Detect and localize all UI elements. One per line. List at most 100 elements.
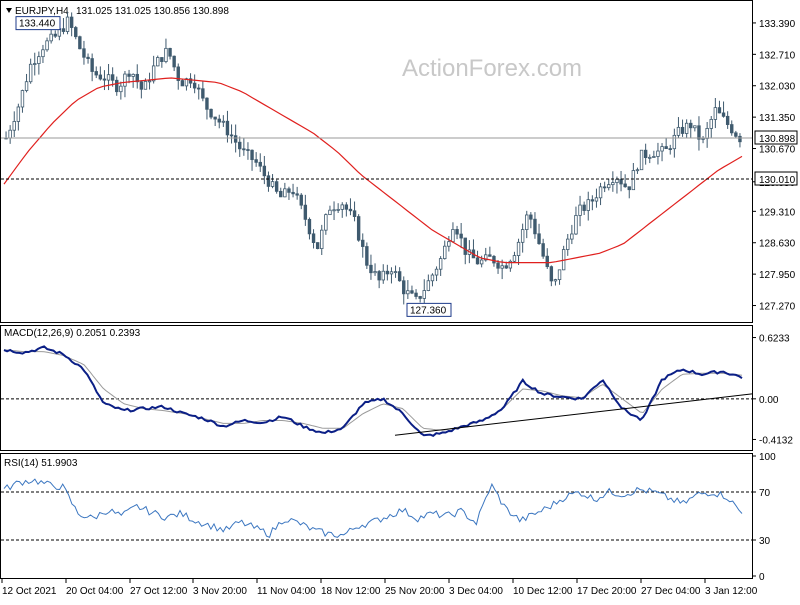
price-axis-label: 132.030	[759, 82, 796, 93]
candle-body	[520, 229, 525, 243]
candle-body	[533, 218, 537, 235]
candle-body	[201, 88, 205, 99]
candle-body	[344, 204, 349, 210]
candle-body	[660, 146, 664, 152]
candle-body	[553, 279, 558, 282]
candle-body	[320, 229, 324, 250]
candle-body	[164, 47, 168, 62]
candle-body	[139, 81, 144, 90]
candle-body	[123, 73, 127, 87]
time-axis-label: 27 Oct 12:00	[130, 586, 188, 597]
candle-body	[246, 149, 250, 151]
candle-body	[242, 148, 246, 151]
symbol-dropdown-icon[interactable]	[6, 8, 12, 13]
candle-body	[217, 118, 221, 123]
reference-level-tag-box	[754, 171, 798, 186]
candle-body	[33, 63, 37, 65]
price-axis-label: 130.670	[759, 145, 796, 156]
candle-body	[393, 271, 398, 274]
candle-body	[414, 292, 418, 297]
candle-body	[602, 186, 607, 189]
candle-body	[516, 241, 521, 256]
candle-body	[12, 121, 16, 131]
rsi-axis-label: 30	[759, 536, 771, 547]
candle-body	[28, 63, 33, 83]
candle-body	[37, 56, 41, 64]
candle-body	[266, 175, 271, 187]
macd-label: MACD(12,26,9) 0.2051 0.2393	[4, 328, 141, 339]
candle-body	[45, 40, 49, 51]
time-axis: 12 Oct 2021 20 Oct 04:00 27 Oct 12:00 3 Nov…	[1, 579, 758, 597]
candle-body	[176, 66, 180, 81]
candle-body	[557, 269, 562, 280]
candle-body	[180, 80, 185, 87]
candle-body	[549, 266, 554, 282]
ohlc-readout: 131.025 131.025 130.856 130.898	[76, 6, 229, 17]
candle-body	[143, 81, 148, 90]
time-axis-label: 10 Dec 12:00	[513, 586, 573, 597]
candle-body	[283, 188, 287, 198]
current-price-tag-label: 130.898	[759, 134, 796, 145]
low-annotation-label: 127.360	[410, 305, 447, 316]
candle-body	[631, 170, 636, 191]
candle-body	[443, 245, 447, 259]
candle-body	[385, 270, 390, 275]
candle-body	[689, 122, 693, 129]
price-axis-label: 128.630	[759, 239, 796, 250]
candle-body	[389, 271, 394, 275]
price-axis-label: 132.710	[759, 50, 796, 61]
candle-body	[725, 115, 730, 125]
candle-body	[361, 239, 365, 247]
candle-body	[69, 16, 74, 28]
candle-body	[205, 97, 209, 110]
candle-body	[705, 128, 709, 139]
candle-body	[270, 181, 275, 187]
candle-body	[279, 190, 283, 198]
candle-body	[307, 218, 312, 235]
candle-body	[147, 80, 152, 83]
candle-body	[86, 56, 90, 59]
candle-body	[24, 81, 29, 91]
candle-body	[299, 194, 303, 206]
candle-body	[209, 108, 213, 118]
candle-body	[668, 148, 672, 151]
candle-body	[422, 290, 426, 299]
candle-body	[578, 204, 582, 216]
candle-body	[451, 229, 455, 243]
candle-body	[192, 82, 197, 89]
candle-body	[664, 146, 668, 150]
candle-body	[701, 138, 705, 140]
candle-body	[98, 74, 103, 80]
time-axis-label: 11 Nov 04:00	[257, 586, 316, 597]
macd-axis-label: -0.4132	[759, 435, 793, 446]
candle-body	[709, 119, 713, 129]
candle-body	[233, 135, 238, 143]
candle-body	[488, 254, 492, 257]
current-price-tag-box	[754, 130, 798, 145]
rsi-label: RSI(14) 51.9903	[4, 458, 78, 469]
candle-body	[229, 134, 234, 137]
time-axis-label: 18 Nov 12:00	[321, 586, 381, 597]
candle-body	[8, 129, 12, 139]
time-axis-label: 3 Jan 12:00	[705, 586, 758, 597]
candle-body	[492, 255, 496, 264]
time-axis-label: 3 Nov 20:00	[193, 586, 247, 597]
candle-body	[627, 186, 631, 191]
rsi-axis-label: 0	[759, 572, 765, 583]
candle-body	[484, 254, 488, 261]
price-tags: 130.898 130.010	[754, 130, 798, 186]
candle-body	[611, 182, 615, 186]
candle-body	[74, 27, 78, 38]
candle-body	[119, 85, 123, 93]
candle-body	[434, 268, 439, 276]
candle-body	[656, 150, 660, 157]
candle-body	[463, 237, 467, 255]
candle-body	[623, 183, 627, 188]
candle-body	[53, 33, 57, 37]
candle-body	[594, 197, 599, 202]
macd-line	[3, 345, 743, 437]
candle-body	[406, 290, 410, 295]
candle-body	[680, 126, 685, 134]
candle-body	[238, 141, 242, 150]
